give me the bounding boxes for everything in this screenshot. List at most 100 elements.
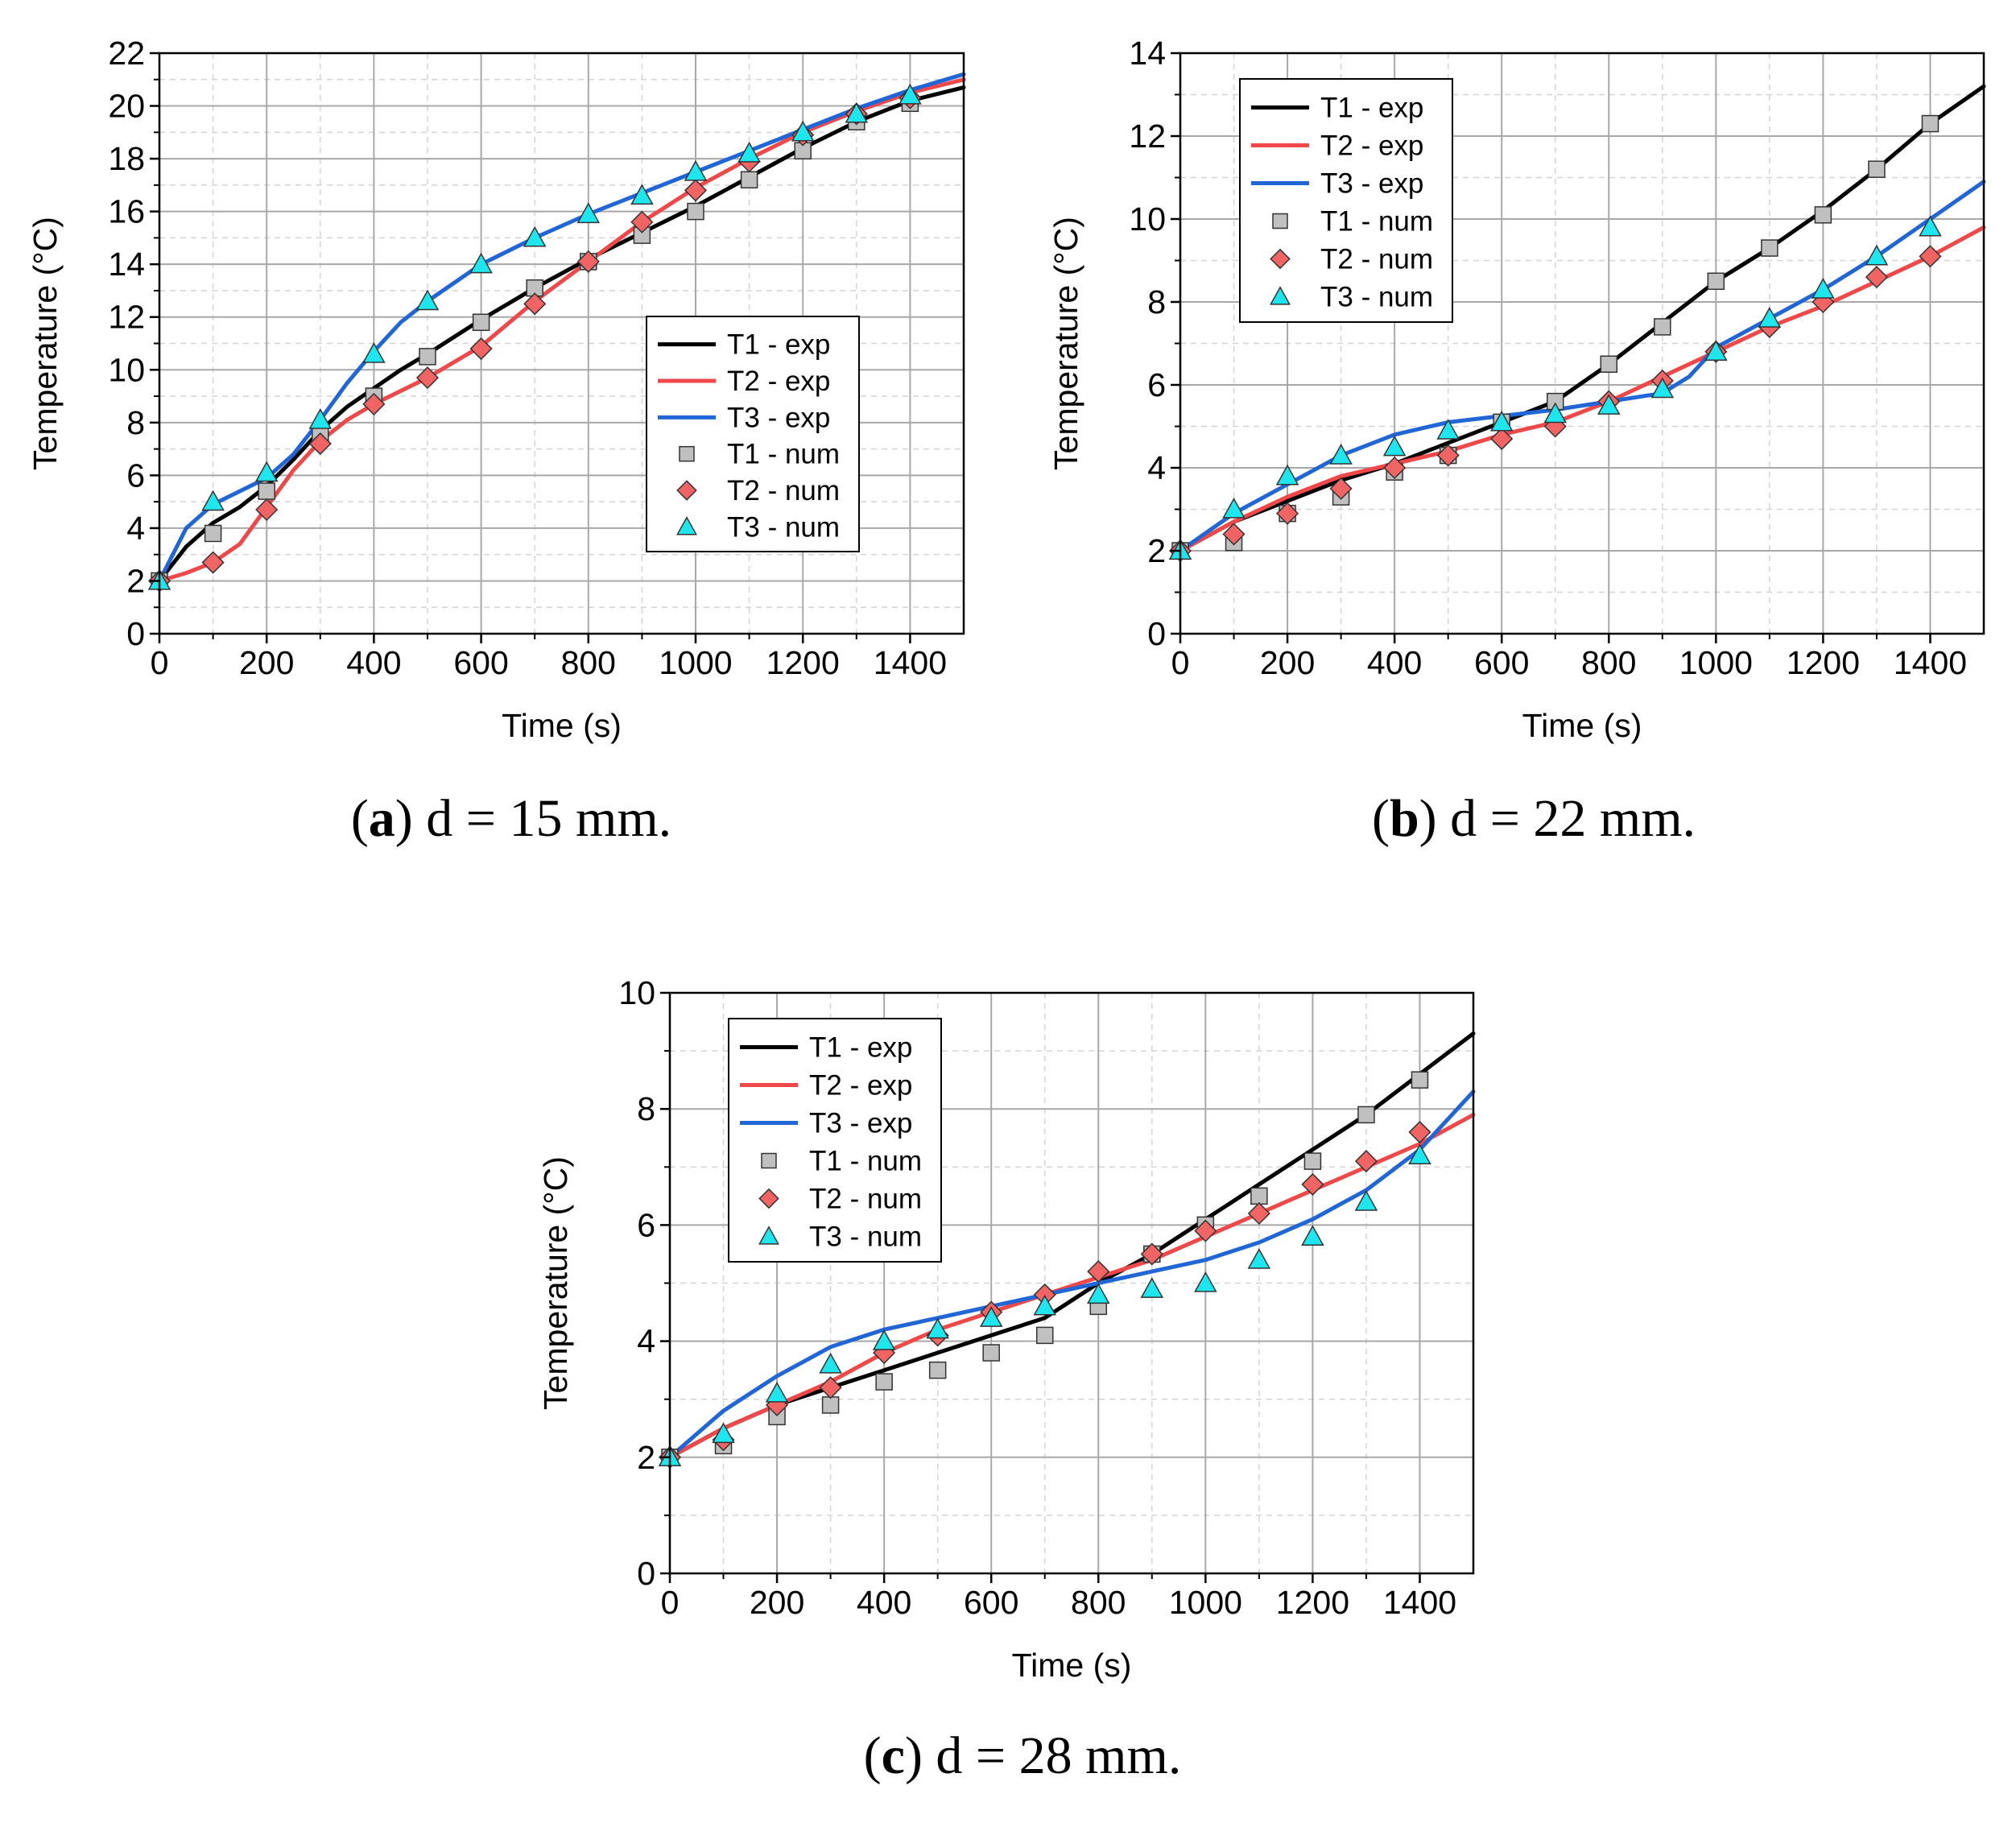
- data-point-t2-num: [201, 551, 225, 574]
- data-point-t3-num: [712, 1422, 735, 1444]
- data-point-t3-num: [791, 120, 815, 142]
- data-point-t3-num: [1222, 497, 1246, 519]
- legend-label-t2-exp: T2 - exp: [809, 1070, 912, 1102]
- data-point-t2-num: [1140, 1242, 1163, 1266]
- legend-label-t3-exp: T3 - exp: [809, 1108, 912, 1139]
- x-tick-label: 1400: [1383, 1584, 1456, 1621]
- data-point-t2-num: [684, 179, 708, 202]
- data-point-t2-num: [469, 337, 493, 361]
- x-tick-label: 1000: [1679, 644, 1753, 681]
- data-point-t1-num: [1868, 160, 1886, 178]
- x-tick-label: 0: [661, 1584, 680, 1621]
- data-point-t1-num: [1303, 1152, 1322, 1170]
- x-tick-label: 200: [750, 1584, 804, 1621]
- data-point-t2-num: [415, 366, 440, 390]
- data-point-t3-num: [1408, 1143, 1431, 1165]
- series-markers: [1168, 114, 1942, 563]
- x-tick-label: 400: [857, 1584, 911, 1621]
- y-tick-label: 4: [126, 510, 145, 547]
- x-tick-label: 200: [1260, 644, 1315, 681]
- data-point-t2-num: [1222, 523, 1246, 546]
- legend-label-t1-exp: T1 - exp: [727, 329, 830, 361]
- data-point-t3-num: [979, 1306, 1003, 1327]
- x-tick-label: 600: [1474, 644, 1529, 681]
- data-point-t2-num: [1194, 1219, 1217, 1242]
- data-point-t2-num: [576, 250, 600, 273]
- legend-label-t3-exp: T3 - exp: [727, 402, 830, 433]
- data-point-t2-num: [1247, 1201, 1270, 1226]
- legend: T1 - exp T2 - exp T3 - exp T1 - num T2 - num…: [1239, 78, 1453, 323]
- panel-caption: (b) d = 22 mm.: [1372, 789, 1696, 848]
- legend-swatch-t2-num: [1270, 248, 1291, 270]
- chart-panel-b: 0 200 400 600 800 1000 1200 1400 0 2 4 6 8 10 12 14 Time…: [1047, 35, 1986, 848]
- legend-swatch-t3-num: [676, 516, 697, 535]
- legend-label-t3-num: T3 - num: [1320, 282, 1433, 313]
- data-point-t3-num: [1033, 1294, 1057, 1316]
- data-point-t2-num: [1408, 1120, 1431, 1144]
- x-axis-label: Time (s): [502, 707, 622, 744]
- x-tick-label: 1200: [766, 644, 840, 681]
- legend-label-t1-num: T1 - num: [727, 439, 840, 470]
- legend-label-t3-exp: T3 - exp: [1320, 168, 1423, 200]
- series-line-t2-exp: [1178, 225, 1986, 553]
- x-tick-label: 200: [239, 644, 294, 681]
- y-axis-label: Temperature (°C): [27, 217, 64, 470]
- data-point-t1-num: [1357, 1106, 1375, 1124]
- data-point-t1-num: [472, 313, 490, 332]
- chart-panel-c: 0 200 400 600 800 1000 1200 1400 0 2 4 6 8 10 Time (s)…: [537, 974, 1476, 1785]
- data-point-t2-num: [1301, 1172, 1324, 1196]
- y-tick-label: 6: [126, 457, 145, 494]
- x-tick-label: 400: [346, 644, 401, 681]
- panel-caption: (c) d = 28 mm.: [864, 1726, 1182, 1785]
- data-point-t3-num: [1194, 1271, 1217, 1292]
- data-point-t3-num: [1086, 1283, 1110, 1304]
- series-lines: [667, 1031, 1476, 1460]
- y-tick-label: 8: [1147, 283, 1166, 320]
- data-point-t3-num: [845, 101, 869, 123]
- legend-label-t1-exp: T1 - exp: [809, 1032, 912, 1064]
- data-point-t2-num: [308, 432, 332, 456]
- series-line-t3-exp: [667, 1089, 1476, 1460]
- y-tick-label: 18: [108, 140, 145, 177]
- data-point-t3-num: [1543, 402, 1568, 424]
- legend-label-t3-num: T3 - num: [727, 511, 840, 543]
- legend-swatch-t1-num: [761, 1152, 777, 1169]
- x-tick-label: 0: [151, 644, 169, 681]
- data-point-t2-num: [1383, 456, 1407, 480]
- y-tick-label: 14: [108, 246, 145, 283]
- x-tick-label: 1000: [659, 644, 732, 681]
- data-point-t3-num: [1329, 444, 1353, 465]
- y-tick-label: 2: [637, 1439, 655, 1476]
- x-tick-label: 800: [1071, 1584, 1126, 1621]
- x-tick-label: 1200: [1787, 644, 1860, 681]
- data-point-t2-num: [1436, 444, 1460, 467]
- ticks: 0 200 400 600 800 1000 1200 1400 0 2 4 6 8 10 12 14 16 18…: [108, 35, 947, 681]
- data-point-t2-num: [523, 292, 547, 316]
- y-tick-label: 22: [108, 35, 145, 72]
- data-point-t3-num: [872, 1329, 896, 1350]
- legend: T1 - exp T2 - exp T3 - exp T1 - num T2 - num…: [646, 316, 860, 552]
- legend-swatch-t2-num: [758, 1188, 779, 1209]
- panel-label: a: [369, 789, 395, 848]
- data-point-t3-num: [1597, 394, 1621, 415]
- data-point-t1-num: [928, 1361, 947, 1379]
- y-axis-label: Temperature (°C): [537, 1156, 574, 1410]
- legend-label-t2-exp: T2 - exp: [1320, 130, 1423, 162]
- data-point-t2-num: [1919, 245, 1942, 268]
- data-point-t1-num: [1707, 272, 1725, 290]
- data-point-t1-num: [1761, 239, 1778, 257]
- y-tick-label: 12: [108, 299, 145, 336]
- panel-label: b: [1390, 789, 1419, 848]
- chart-panel-a: 0 200 400 600 800 1000 1200 1400 0 2 4 6 8 10 12 14 16 18…: [27, 35, 966, 848]
- data-point-t3-num: [765, 1381, 789, 1403]
- legend-swatch-t1-num: [679, 445, 695, 462]
- data-point-t3-num: [576, 202, 601, 224]
- legend-box: [1239, 78, 1453, 323]
- series-line-t1-exp: [1178, 84, 1986, 553]
- data-point-t3-num: [899, 83, 922, 105]
- legend-swatch-t2-num: [676, 480, 697, 501]
- data-point-t1-num: [204, 524, 222, 543]
- data-point-t3-num: [1865, 244, 1889, 266]
- legend-swatch-t3-num: [1270, 286, 1291, 305]
- data-point-t3-num: [1704, 340, 1728, 361]
